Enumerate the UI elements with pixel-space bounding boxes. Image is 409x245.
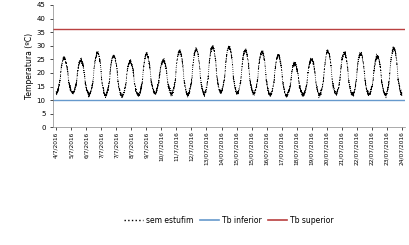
Legend: sem estufim, Tb inferior, Tb superior: sem estufim, Tb inferior, Tb superior xyxy=(121,213,337,228)
Y-axis label: Temperatura (ºC): Temperatura (ºC) xyxy=(25,33,34,99)
